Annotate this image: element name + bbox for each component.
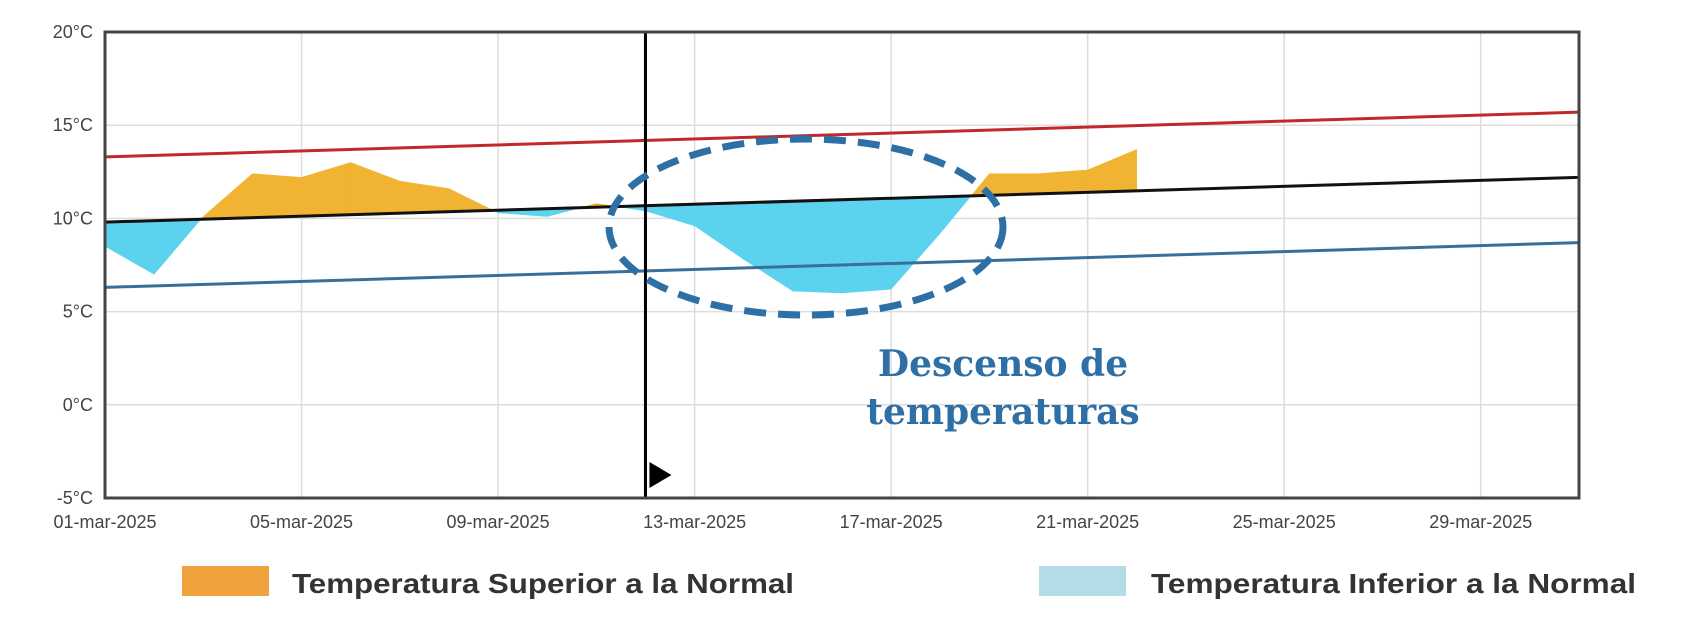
annotation-ellipse (605, 135, 1007, 319)
normal-lines (104, 110, 1580, 289)
above-normal-area (301, 162, 351, 217)
above-normal-area (350, 162, 401, 215)
x-tick-label: 13-mar-2025 (643, 512, 746, 532)
x-tick-label: 17-mar-2025 (840, 512, 943, 532)
x-tick-label: 09-mar-2025 (447, 512, 550, 532)
legend-swatch-above (182, 566, 269, 596)
below-normal-area (743, 200, 794, 292)
normal-min-line (104, 241, 1580, 289)
below-normal-area (940, 195, 972, 235)
above-normal-area (989, 173, 1039, 196)
x-tick-label: 05-mar-2025 (250, 512, 353, 532)
current-day-marker (643, 32, 672, 498)
above-normal-area (1038, 169, 1088, 195)
below-normal-area (104, 220, 155, 275)
play-arrow-icon (649, 462, 672, 488)
legend-label-below: Temperatura Inferior a la Normal (1151, 568, 1636, 599)
annotation-line-2: temperaturas (866, 391, 1139, 433)
y-tick-label: 0°C (63, 395, 93, 415)
x-tick-label: 29-mar-2025 (1429, 512, 1532, 532)
x-tick-label: 21-mar-2025 (1036, 512, 1139, 532)
below-normal-area (792, 199, 843, 294)
y-tick-label: 10°C (53, 208, 93, 228)
above-normal-area (252, 173, 302, 218)
y-tick-label: 15°C (53, 115, 93, 135)
normal-mean-line (104, 175, 1580, 224)
x-tick-label: 25-mar-2025 (1233, 512, 1336, 532)
y-axis: 20°C 15°C 10°C 5°C 0°C -5°C (53, 22, 93, 508)
normal-max-line (104, 110, 1580, 159)
below-normal-area (694, 202, 744, 260)
above-normal-area (1087, 149, 1138, 193)
above-normal-area (399, 180, 450, 214)
legend-swatch-below (1039, 566, 1126, 596)
above-normal-area (203, 173, 253, 220)
below-normal-area (841, 198, 892, 294)
y-tick-label: -5°C (57, 488, 93, 508)
below-normal-area (890, 196, 941, 290)
below-normal-area (645, 203, 695, 227)
anomaly-fills (104, 149, 1138, 294)
legend-label-above: Temperatura Superior a la Normal (292, 568, 794, 599)
below-normal-area (153, 218, 202, 275)
plot-frame (103, 30, 1581, 500)
annotation-line-1: Descenso de (878, 343, 1128, 385)
y-tick-label: 20°C (53, 22, 93, 42)
x-tick-label: 01-mar-2025 (53, 512, 156, 532)
x-axis: 01-mar-2025 05-mar-2025 09-mar-2025 13-mar-… (53, 512, 1532, 532)
above-normal-area (448, 188, 494, 212)
legend: Temperatura Superior a la Normal Tempera… (182, 566, 1636, 599)
y-tick-label: 5°C (63, 302, 93, 322)
